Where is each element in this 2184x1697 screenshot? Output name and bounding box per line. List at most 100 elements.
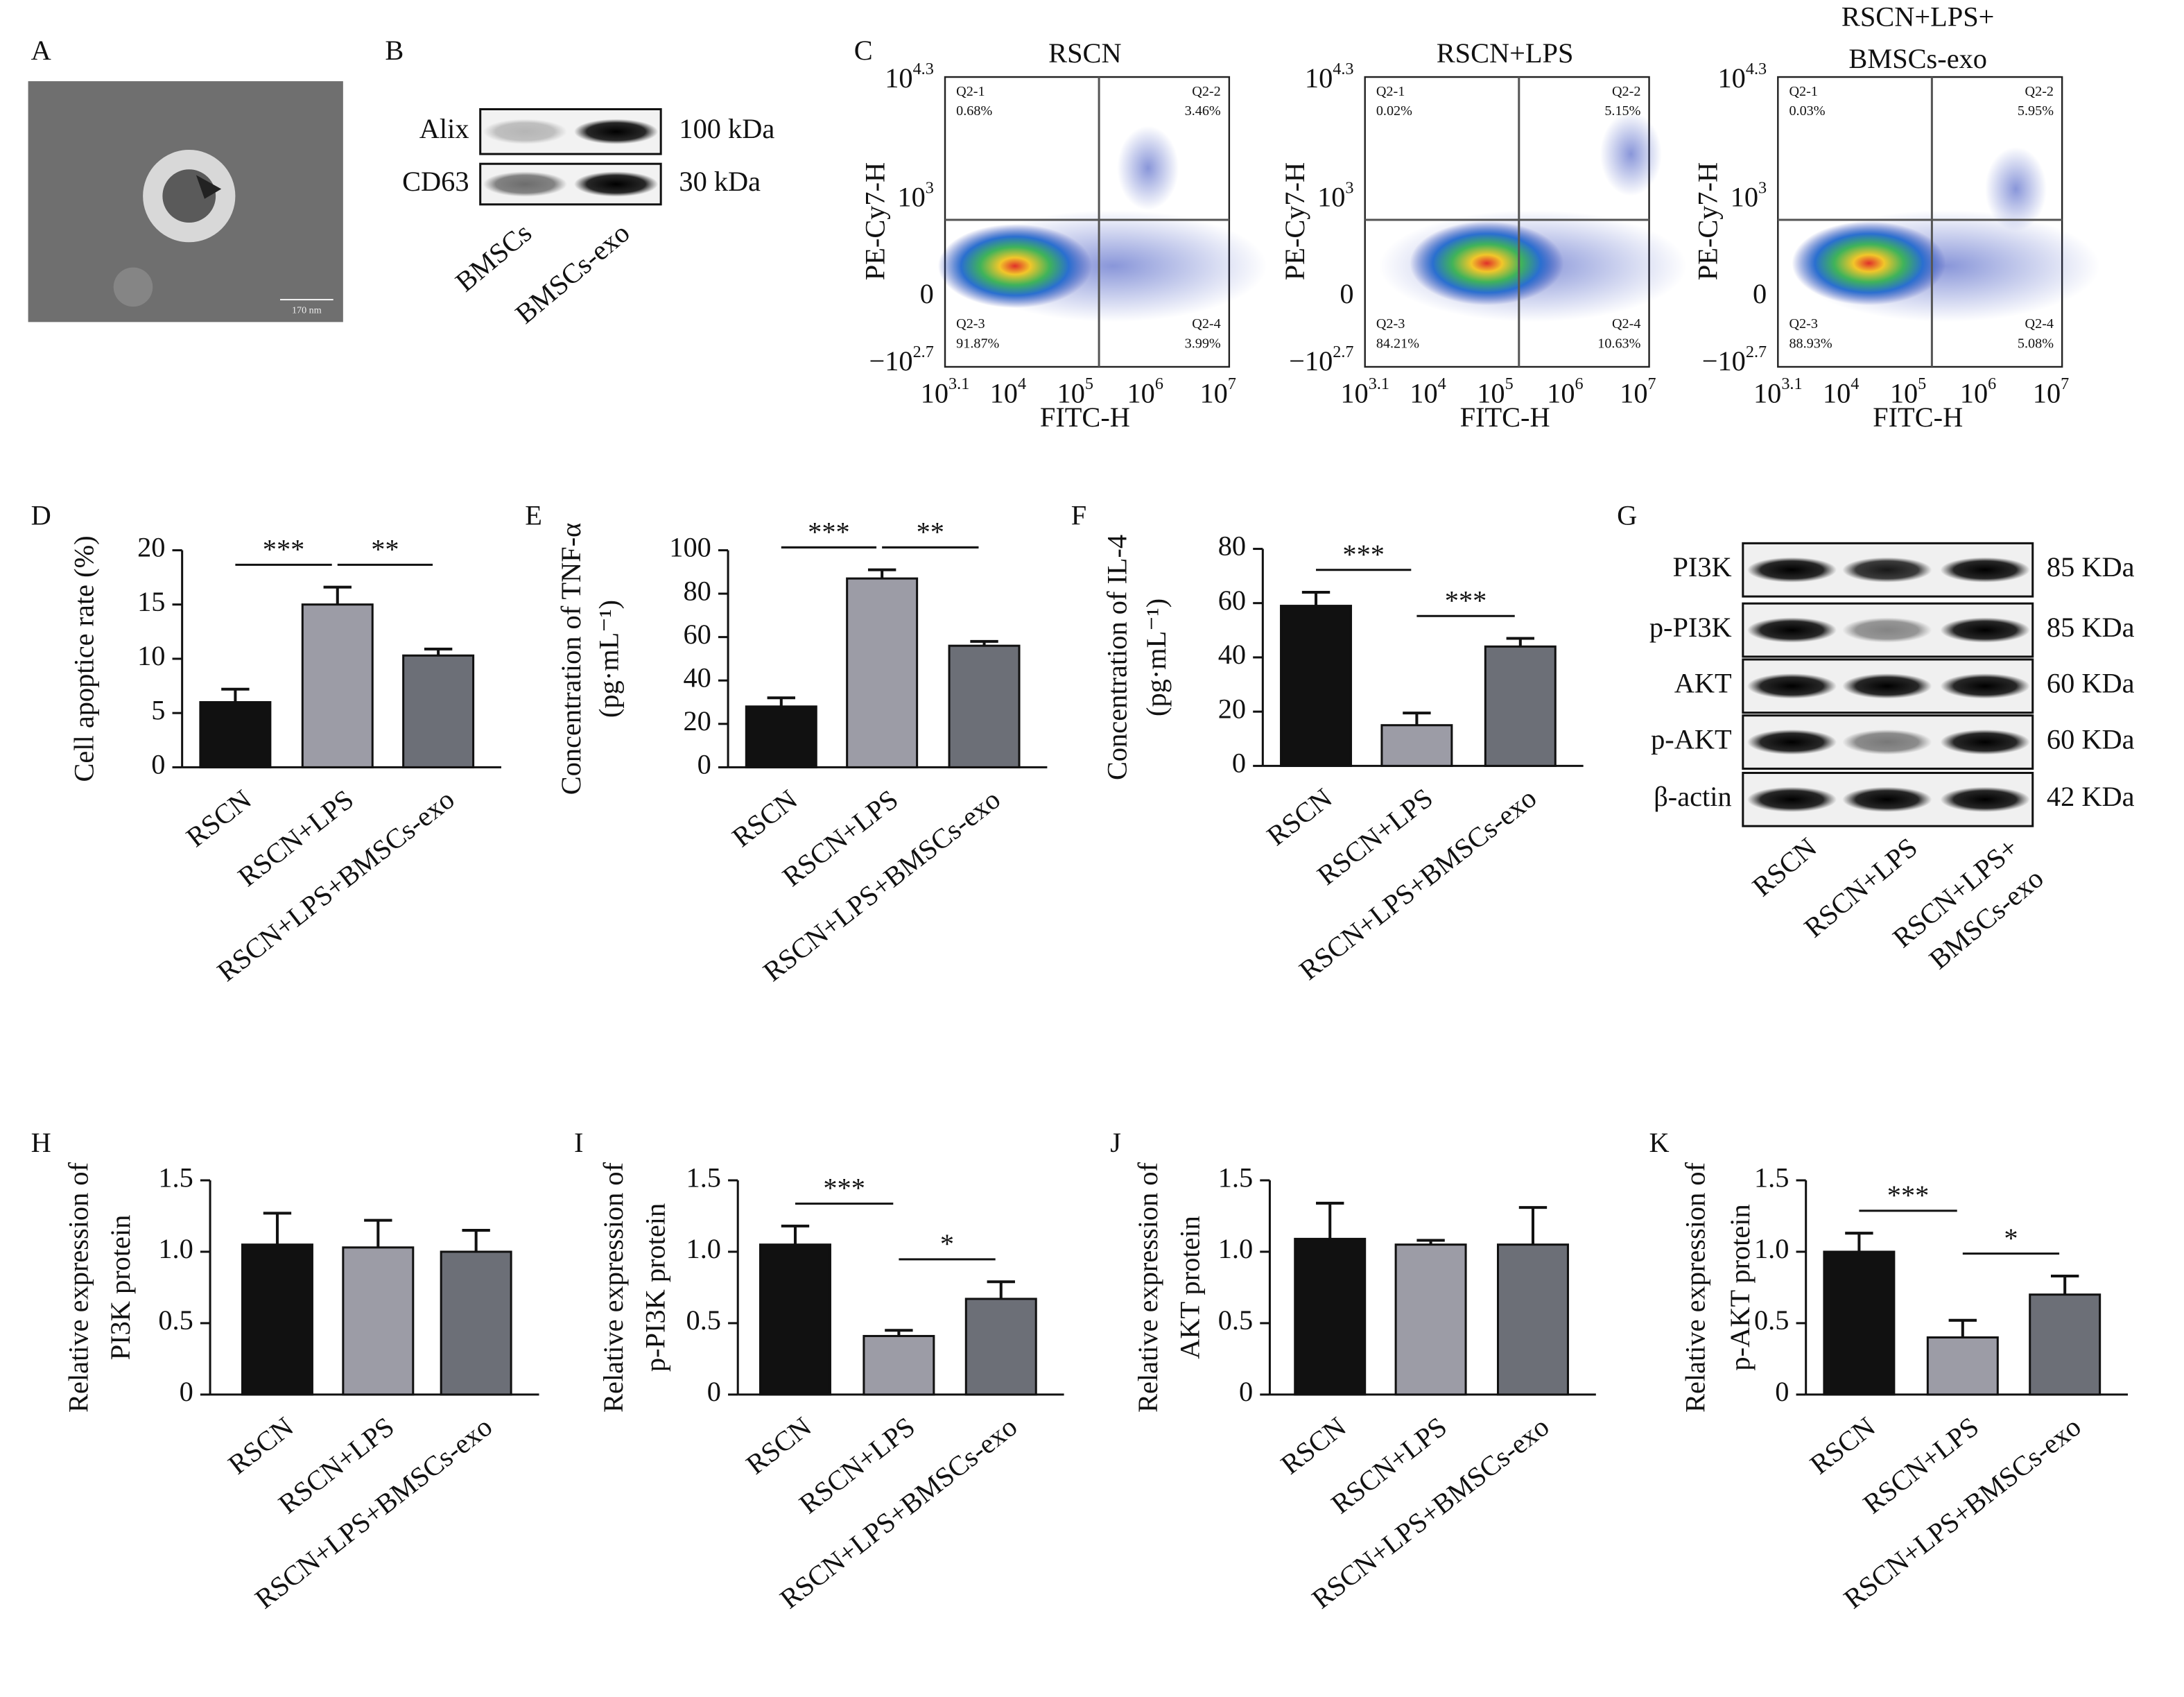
lane-label: BMSCs bbox=[449, 217, 537, 298]
significance-label: *** bbox=[1445, 585, 1487, 616]
y-tick-label: 0 bbox=[180, 1376, 193, 1407]
blot-band bbox=[1842, 729, 1932, 755]
quadrant-percent: 0.68% bbox=[956, 103, 992, 119]
y-tick-label-base: 0 bbox=[920, 278, 934, 309]
error-bar bbox=[987, 1280, 1015, 1299]
y-axis-label: Relative expression of bbox=[1679, 1162, 1710, 1412]
x-tick-label-exp: 6 bbox=[1575, 374, 1584, 393]
plot-title: RSCN+LPS+ bbox=[1841, 1, 1995, 33]
blot-band bbox=[1842, 673, 1932, 699]
error-bar bbox=[867, 568, 896, 579]
x-tick-label: RSCN bbox=[180, 784, 257, 853]
bar bbox=[846, 577, 919, 768]
x-tick-label: RSCN bbox=[726, 784, 803, 853]
protein-label: AKT bbox=[1674, 668, 1732, 699]
y-axis-label: PE-Cy7-H bbox=[859, 162, 890, 280]
x-tick-label-exp: 6 bbox=[1988, 374, 1996, 393]
y-axis-label: Cell apoptice rate (%) bbox=[69, 535, 100, 782]
blot-band bbox=[1940, 729, 2030, 755]
y-tick-label-base: 0 bbox=[1753, 278, 1767, 309]
y-tick-label-exp: 4.3 bbox=[1333, 60, 1353, 78]
error-bar bbox=[767, 696, 795, 707]
y-axis-label: Relative expression of bbox=[63, 1162, 94, 1412]
y-tick-label-base: −10 bbox=[869, 345, 912, 377]
y-tick-label: 20 bbox=[683, 705, 711, 736]
bar bbox=[948, 644, 1021, 768]
y-axis-label: AKT protein bbox=[1175, 1216, 1206, 1359]
y-tick-label: 80 bbox=[683, 575, 711, 606]
y-tick-label: 1.0 bbox=[158, 1233, 193, 1264]
y-tick-label-base: −10 bbox=[1702, 345, 1746, 377]
y-tick-label: 0.5 bbox=[686, 1304, 721, 1336]
blot-band bbox=[1747, 729, 1837, 755]
quadrant-name: Q2-3 bbox=[1376, 316, 1405, 331]
quadrant-percent: 0.03% bbox=[1789, 103, 1825, 119]
error-bar bbox=[263, 1212, 292, 1245]
size-label: 60 KDa bbox=[2047, 723, 2135, 755]
blot-band bbox=[1747, 617, 1837, 643]
y-tick-label-base: 10 bbox=[1731, 182, 1758, 213]
y-tick-label-exp: 2.7 bbox=[913, 342, 934, 361]
y-tick-label: 0.5 bbox=[158, 1304, 193, 1336]
x-tick-label: 104 bbox=[1823, 374, 1859, 409]
error-bar bbox=[1316, 1201, 1344, 1239]
y-tick-label: 20 bbox=[137, 532, 165, 563]
x-tick-label-base: 10 bbox=[1960, 378, 1988, 409]
x-tick-label: 106 bbox=[1960, 374, 1996, 409]
x-tick-label: 107 bbox=[1620, 374, 1656, 409]
y-tick-label: 100 bbox=[669, 532, 711, 563]
quadrant-name: Q2-2 bbox=[1192, 84, 1220, 99]
significance-label: *** bbox=[823, 1173, 865, 1204]
y-tick-label-base: −10 bbox=[1289, 345, 1333, 377]
panel-letter: G bbox=[1617, 499, 1637, 531]
size-label: 85 KDa bbox=[2047, 612, 2135, 643]
y-tick-label-base: 10 bbox=[1718, 62, 1746, 94]
blot-band bbox=[573, 171, 659, 197]
y-axis-label: PE-Cy7-H bbox=[1279, 162, 1310, 280]
density-cloud bbox=[937, 224, 1092, 309]
error-bar bbox=[1518, 1206, 1548, 1245]
x-tick-label: RSCN bbox=[1804, 1411, 1881, 1480]
blot-band bbox=[483, 171, 567, 197]
x-tick-label-exp: 7 bbox=[1648, 374, 1656, 393]
x-tick-label-exp: 3.1 bbox=[948, 374, 969, 393]
y-tick-label: 104.3 bbox=[885, 60, 934, 94]
error-bar bbox=[462, 1229, 490, 1252]
significance-label: *** bbox=[1887, 1180, 1930, 1211]
x-tick-label: 107 bbox=[1199, 374, 1236, 409]
size-label: 100 kDa bbox=[679, 113, 774, 144]
x-axis-label: FITC-H bbox=[1873, 402, 1963, 433]
protein-label: p-PI3K bbox=[1649, 612, 1732, 643]
bar bbox=[1280, 605, 1353, 767]
significance-label: *** bbox=[263, 533, 305, 565]
significance-label: ** bbox=[917, 516, 944, 547]
significance-label: *** bbox=[808, 516, 850, 547]
size-label: 85 KDa bbox=[2047, 551, 2135, 583]
plot-title: RSCN+LPS bbox=[1437, 37, 1574, 69]
panel-letter: K bbox=[1649, 1127, 1670, 1158]
significance-label: * bbox=[940, 1228, 954, 1259]
x-tick-label: 104 bbox=[990, 374, 1026, 409]
blot-band bbox=[1842, 617, 1932, 643]
x-tick-label-exp: 7 bbox=[1228, 374, 1236, 393]
y-axis-label: p-AKT protein bbox=[1724, 1204, 1756, 1370]
x-tick-label: RSCN bbox=[223, 1411, 300, 1480]
y-axis-label: (pg·mL⁻¹) bbox=[1141, 598, 1172, 716]
y-axis-label: PI3K protein bbox=[105, 1215, 136, 1361]
bar bbox=[199, 701, 272, 768]
x-tick-label: 107 bbox=[2033, 374, 2069, 409]
y-tick-label-base: 0 bbox=[1340, 278, 1353, 309]
size-label: 30 kDa bbox=[679, 166, 761, 197]
significance-label: *** bbox=[1342, 539, 1385, 570]
x-tick-label-base: 10 bbox=[1127, 378, 1154, 409]
x-tick-label-exp: 7 bbox=[2061, 374, 2069, 393]
bar bbox=[1380, 724, 1453, 767]
y-tick-label: −102.7 bbox=[1289, 342, 1353, 377]
bar bbox=[440, 1250, 512, 1396]
y-tick-label: 15 bbox=[137, 586, 165, 617]
error-bar bbox=[1948, 1318, 1977, 1338]
y-tick-label: −102.7 bbox=[1702, 342, 1767, 377]
y-tick-label: 40 bbox=[1218, 639, 1246, 670]
y-tick-label: 60 bbox=[683, 619, 711, 650]
